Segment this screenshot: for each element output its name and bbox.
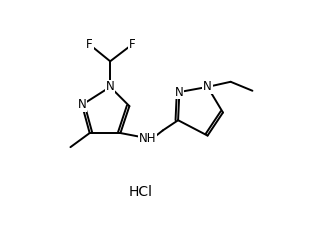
Text: N: N: [78, 98, 86, 111]
Text: NH: NH: [139, 132, 156, 145]
Text: F: F: [129, 38, 135, 51]
Text: N: N: [203, 80, 212, 93]
Text: N: N: [175, 86, 184, 99]
Text: N: N: [106, 80, 115, 93]
Text: HCl: HCl: [129, 185, 153, 199]
Text: F: F: [86, 38, 93, 51]
